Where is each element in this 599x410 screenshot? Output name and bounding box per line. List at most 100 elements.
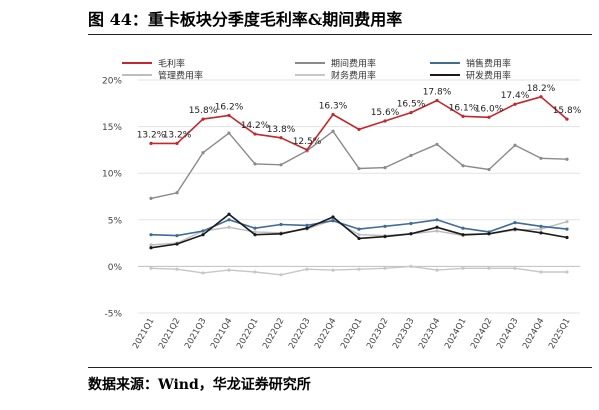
y-tick-label: 20% bbox=[102, 77, 122, 87]
data-label: 16.2% bbox=[215, 102, 244, 112]
y-tick-label: -5% bbox=[104, 310, 122, 320]
data-point bbox=[279, 222, 283, 227]
data-point bbox=[279, 273, 283, 277]
x-tick-label: 2021Q1 bbox=[131, 317, 157, 351]
data-point bbox=[305, 267, 309, 271]
data-point bbox=[331, 219, 335, 223]
data-point bbox=[461, 114, 465, 118]
x-tick-label: 2021Q2 bbox=[157, 317, 183, 351]
data-label: 13.2% bbox=[137, 130, 166, 140]
legend-label: 财务费用率 bbox=[331, 70, 376, 82]
data-point bbox=[435, 98, 439, 103]
data-point bbox=[227, 268, 231, 272]
data-point bbox=[331, 129, 335, 133]
x-tick-label: 2022Q4 bbox=[313, 317, 339, 351]
data-point bbox=[539, 95, 543, 99]
title-rule bbox=[88, 34, 592, 35]
series-line bbox=[150, 213, 568, 249]
data-point bbox=[305, 223, 309, 227]
data-point bbox=[513, 102, 517, 106]
data-point bbox=[305, 148, 309, 152]
x-tick-label: 2023Q2 bbox=[365, 317, 391, 351]
data-point bbox=[565, 220, 569, 224]
data-point bbox=[513, 220, 517, 225]
data-point bbox=[201, 117, 205, 121]
data-point bbox=[305, 226, 309, 230]
data-point bbox=[357, 267, 361, 271]
data-point bbox=[279, 232, 283, 236]
data-point bbox=[201, 229, 205, 233]
data-point bbox=[227, 113, 231, 118]
data-label: 16.0% bbox=[475, 104, 504, 114]
x-tick-label: 2025Q1 bbox=[547, 317, 573, 351]
data-point bbox=[227, 218, 231, 222]
data-point bbox=[539, 270, 543, 274]
data-label: 16.1% bbox=[449, 103, 478, 113]
data-point bbox=[253, 226, 257, 230]
series-lines bbox=[149, 95, 569, 277]
data-point bbox=[487, 232, 491, 236]
data-point bbox=[227, 131, 231, 135]
data-point bbox=[149, 233, 153, 237]
data-point bbox=[435, 229, 439, 233]
data-point bbox=[565, 117, 569, 121]
data-point bbox=[435, 268, 439, 272]
data-point bbox=[253, 230, 257, 234]
legend-label: 销售费用率 bbox=[466, 58, 511, 70]
data-point bbox=[149, 266, 153, 270]
data-point bbox=[149, 246, 153, 250]
data-point bbox=[461, 266, 465, 270]
x-tick-label: 2021Q4 bbox=[209, 317, 235, 351]
x-tick-label: 2023Q4 bbox=[417, 317, 443, 351]
data-label: 13.2% bbox=[163, 130, 192, 140]
data-point bbox=[435, 218, 439, 222]
data-point bbox=[227, 225, 231, 229]
x-tick-label: 2023Q1 bbox=[339, 317, 365, 351]
data-point bbox=[175, 141, 179, 145]
x-axis: 2021Q1 2021Q2 2021Q3 2021Q4 2022Q1 2022Q2 2022… bbox=[131, 317, 573, 351]
data-point bbox=[565, 235, 569, 240]
data-point bbox=[513, 143, 517, 147]
data-point bbox=[331, 112, 335, 117]
data-point bbox=[253, 270, 257, 274]
data-point bbox=[253, 132, 257, 136]
data-point bbox=[565, 227, 569, 231]
data-point bbox=[331, 268, 335, 272]
data-label: 12.5% bbox=[293, 137, 322, 147]
data-point bbox=[409, 221, 413, 226]
source-note: 数据来源：Wind，华龙证券研究所 bbox=[88, 377, 311, 393]
data-point bbox=[383, 224, 387, 228]
data-point bbox=[175, 267, 179, 271]
legend-label: 管理费用率 bbox=[158, 70, 203, 82]
x-tick-label: 2022Q3 bbox=[287, 317, 313, 351]
data-point bbox=[565, 157, 569, 161]
x-tick-label: 2023Q3 bbox=[391, 317, 417, 351]
data-point bbox=[539, 227, 543, 231]
data-point bbox=[149, 243, 153, 247]
chart-grid bbox=[138, 79, 580, 314]
data-label: 17.4% bbox=[501, 91, 530, 101]
data-point bbox=[513, 266, 517, 270]
data-point bbox=[409, 232, 413, 236]
data-point bbox=[201, 151, 205, 155]
data-point bbox=[175, 242, 179, 246]
data-point bbox=[253, 233, 257, 237]
data-point bbox=[383, 266, 387, 270]
x-tick-label: 2024Q3 bbox=[495, 317, 521, 351]
data-point bbox=[357, 166, 361, 171]
data-point bbox=[409, 111, 413, 115]
data-point bbox=[175, 234, 179, 238]
data-point bbox=[383, 119, 387, 123]
data-point bbox=[279, 163, 283, 167]
data-point bbox=[487, 167, 491, 172]
data-point bbox=[175, 191, 179, 195]
data-point bbox=[487, 266, 491, 270]
data-point bbox=[435, 142, 439, 146]
x-tick-label: 2024Q4 bbox=[521, 317, 547, 351]
series-line bbox=[151, 96, 568, 151]
data-point bbox=[461, 164, 465, 168]
data-point bbox=[331, 215, 335, 219]
legend-label: 期间费用率 bbox=[331, 58, 376, 70]
